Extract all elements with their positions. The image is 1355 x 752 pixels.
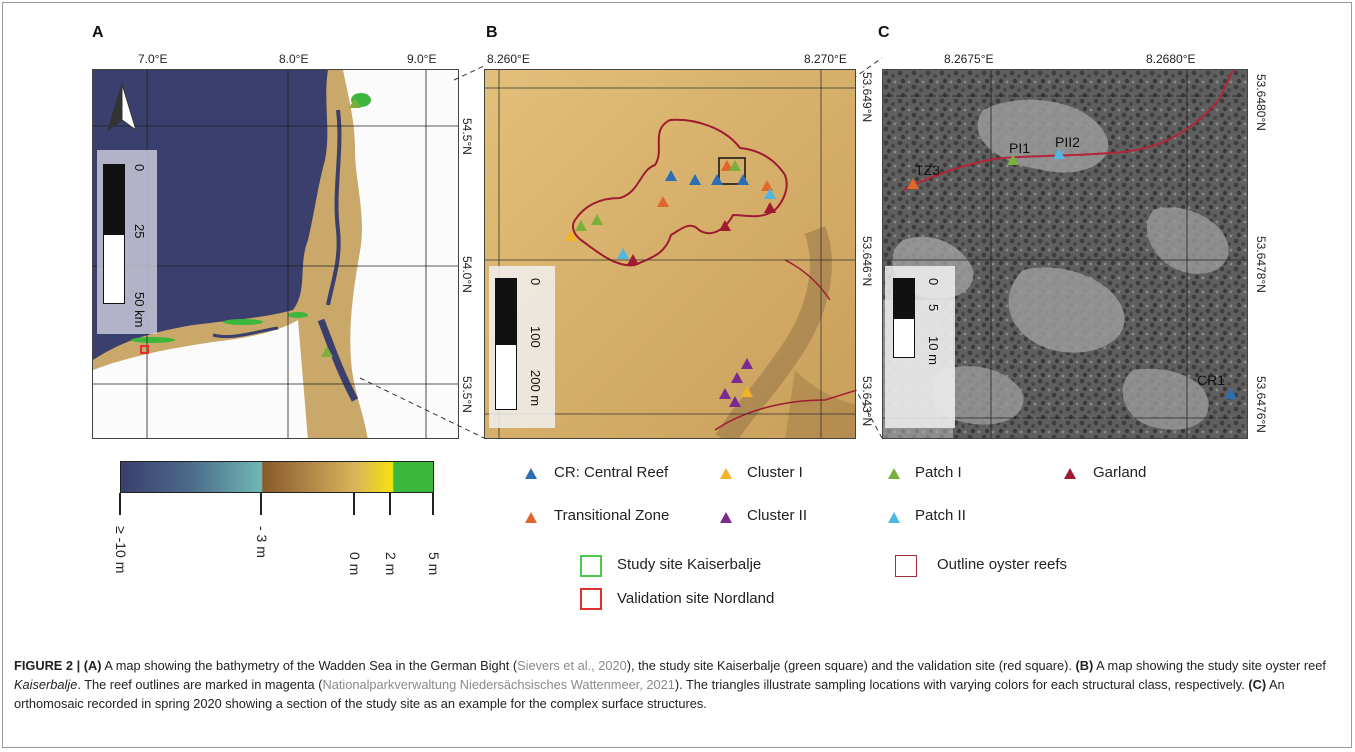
panel-b-lat-tick: 53.649°N bbox=[860, 72, 874, 123]
legend-outline-reefs-icon bbox=[895, 555, 917, 577]
legend-label: Patch II bbox=[915, 507, 966, 524]
colorbar-ticks bbox=[119, 493, 434, 515]
scale-label: 10 m bbox=[926, 336, 941, 365]
scale-label: 0 bbox=[926, 278, 941, 286]
scale-label: 5 bbox=[926, 304, 941, 312]
legend-label: Garland bbox=[1093, 464, 1147, 481]
panel-b-map: 0 100 200 m bbox=[484, 69, 856, 439]
panel-b-lat-tick: 53.646°N bbox=[860, 236, 874, 287]
panel-c-orthomosaic: TZ3 PI1 PII2 CR1 0 5 10 m bbox=[882, 69, 1248, 439]
caption-tag-a: (A) bbox=[83, 658, 102, 673]
scale-bar-a: 0 25 50 km bbox=[97, 150, 157, 334]
legend-label: CR: Central Reef bbox=[554, 464, 669, 481]
caption-text: A map showing the study site oyster reef bbox=[1093, 658, 1326, 673]
point-label-tz3: TZ3 bbox=[915, 162, 940, 178]
bathymetry-map bbox=[93, 70, 458, 438]
scale-bar-b: 0 100 200 m bbox=[489, 266, 555, 428]
caption-text: A map showing the bathymetry of the Wadd… bbox=[101, 658, 518, 673]
point-tz3 bbox=[907, 178, 919, 189]
legend-central-reef-icon bbox=[525, 468, 537, 479]
caption-text: An orthomosaic recorded in spring 2020 s… bbox=[14, 677, 1285, 711]
panel-b-lon-tick: 8.270°E bbox=[804, 52, 847, 66]
zoom-box bbox=[718, 157, 746, 185]
legend-validation-site-icon bbox=[580, 588, 602, 610]
caption-emphasis: Kaiserbalje bbox=[14, 677, 78, 692]
caption-figure-number: FIGURE 2 | bbox=[14, 658, 84, 673]
panel-c-letter: C bbox=[878, 24, 890, 41]
legend-label: Study site Kaiserbalje bbox=[617, 556, 762, 573]
point-pi1 bbox=[1007, 154, 1019, 165]
point-pii2 bbox=[1053, 148, 1065, 159]
caption-text: . The reef outlines are marked in magent… bbox=[77, 677, 323, 692]
panel-a-lon-tick: 7.0°E bbox=[138, 52, 168, 66]
panel-a-map: 0 25 50 km bbox=[92, 69, 459, 439]
legend-transitional-zone-icon bbox=[525, 512, 537, 523]
legend-patch-i-icon bbox=[888, 468, 900, 479]
caption-tag-b: (B) bbox=[1075, 658, 1094, 673]
legend-label: Cluster I bbox=[747, 464, 803, 481]
point-label-pii2: PII2 bbox=[1055, 134, 1080, 150]
scale-bar-c: 0 5 10 m bbox=[885, 266, 955, 428]
figure-caption: FIGURE 2 | (A) A map showing the bathyme… bbox=[14, 656, 1344, 713]
caption-text: ), the study site Kaiserbalje (green squ… bbox=[626, 658, 1076, 673]
point-cr1 bbox=[1225, 388, 1237, 399]
legend-label: Outline oyster reefs bbox=[937, 556, 1068, 573]
colorbar-label: 5 m bbox=[426, 552, 442, 576]
panel-a-letter: A bbox=[92, 24, 104, 41]
legend-label: Patch I bbox=[915, 464, 962, 481]
caption-reference: Sievers et al., 2020 bbox=[517, 658, 627, 673]
colorbar-label: - 3 m bbox=[254, 526, 270, 558]
legend-garland-icon bbox=[1064, 468, 1076, 479]
legend-cluster-i-icon bbox=[720, 468, 732, 479]
scale-label: 0 bbox=[528, 278, 543, 286]
panel-c-lon-tick: 8.2680°E bbox=[1146, 52, 1196, 66]
legend-label: Cluster II bbox=[747, 507, 808, 524]
colorbar-label: 2 m bbox=[383, 552, 399, 576]
panel-a-lon-tick: 8.0°E bbox=[279, 52, 309, 66]
legend-label: Validation site Nordland bbox=[617, 590, 775, 607]
colorbar-label: ≥ -10 m bbox=[113, 526, 129, 574]
caption-text: ). The triangles illustrate sampling loc… bbox=[674, 677, 1249, 692]
legend-label: Transitional Zone bbox=[554, 507, 670, 524]
colorbar bbox=[120, 461, 434, 493]
caption-reference: Nationalparkverwaltung Niedersächsisches… bbox=[322, 677, 675, 692]
panel-c-lat-tick: 53.6478°N bbox=[1254, 236, 1268, 293]
validation-site-marker bbox=[140, 345, 149, 354]
legend-study-site-icon bbox=[580, 555, 602, 577]
panel-a-lon-tick: 9.0°E bbox=[407, 52, 437, 66]
panel-b-lat-tick: 53.643°N bbox=[860, 376, 874, 427]
scale-label: 200 m bbox=[528, 370, 543, 407]
legend-patch-ii-icon bbox=[888, 512, 900, 523]
study-site-marker bbox=[321, 346, 333, 357]
point-label-cr1: CR1 bbox=[1197, 372, 1226, 388]
sampling-points bbox=[565, 160, 776, 407]
point-label-pi1: PI1 bbox=[1009, 140, 1031, 156]
panel-c-lat-tick: 53.6476°N bbox=[1254, 376, 1268, 433]
panel-b-lon-tick: 8.260°E bbox=[487, 52, 530, 66]
colorbar-label: 0 m bbox=[347, 552, 363, 576]
caption-tag-c: (C) bbox=[1248, 677, 1267, 692]
panel-c-lat-tick: 53.6480°N bbox=[1254, 74, 1268, 131]
north-arrow-icon bbox=[107, 83, 137, 132]
panel-b-letter: B bbox=[486, 24, 498, 41]
legend-cluster-ii-icon bbox=[720, 512, 732, 523]
scale-label: 100 bbox=[528, 326, 543, 348]
panel-c-lon-tick: 8.2675°E bbox=[944, 52, 994, 66]
